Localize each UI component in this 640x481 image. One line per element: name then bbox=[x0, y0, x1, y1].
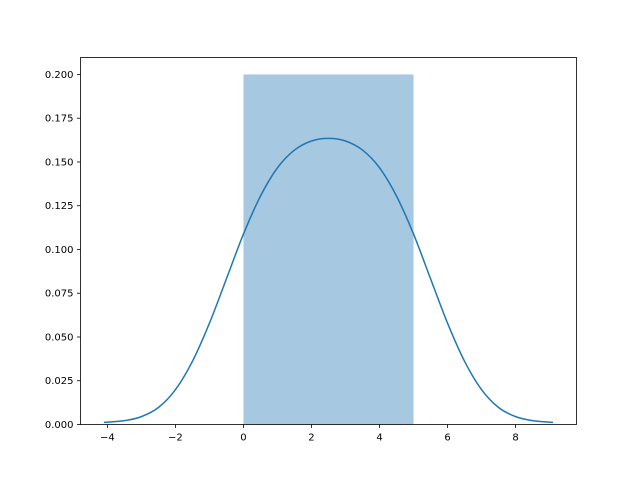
x-tick-label: 4 bbox=[376, 433, 382, 444]
y-tick-label: 0.100 bbox=[45, 245, 74, 256]
x-tick-label: −2 bbox=[168, 433, 183, 444]
histogram-bar bbox=[243, 74, 414, 425]
x-tick-label: 6 bbox=[444, 433, 450, 444]
y-tick-label: 0.025 bbox=[45, 376, 74, 387]
kde-line bbox=[103, 137, 554, 424]
x-tick-label: 8 bbox=[512, 433, 518, 444]
y-tick-label: 0.175 bbox=[45, 114, 74, 125]
axes-frame bbox=[80, 57, 577, 425]
y-tick-label: 0.075 bbox=[45, 289, 74, 300]
y-tick-label: 0.000 bbox=[45, 420, 74, 431]
x-tick-label: 0 bbox=[240, 433, 246, 444]
y-tick-label: 0.050 bbox=[45, 332, 74, 343]
y-tick-label: 0.200 bbox=[45, 70, 74, 81]
x-tick-label: 2 bbox=[308, 433, 314, 444]
x-tick-label: −4 bbox=[100, 433, 115, 444]
y-tick-label: 0.125 bbox=[45, 201, 74, 212]
y-tick-label: 0.150 bbox=[45, 157, 74, 168]
